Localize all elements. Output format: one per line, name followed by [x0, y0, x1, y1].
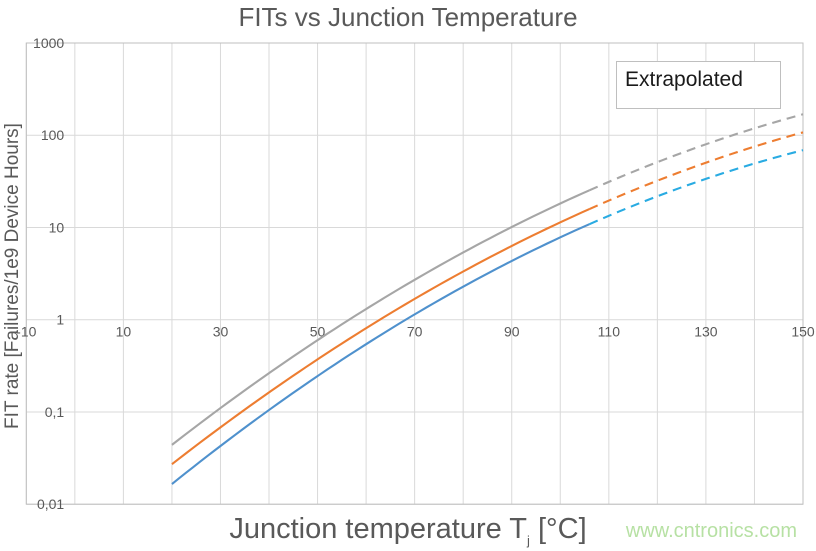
svg-text:1000: 1000 [33, 35, 64, 51]
svg-text:100: 100 [41, 127, 65, 143]
svg-text:110: 110 [598, 324, 621, 340]
svg-text:150: 150 [791, 324, 815, 340]
svg-text:1: 1 [56, 312, 64, 328]
svg-text:30: 30 [213, 324, 229, 340]
svg-text:10: 10 [116, 324, 132, 340]
svg-text:0,1: 0,1 [45, 404, 65, 420]
svg-text:90: 90 [504, 324, 520, 340]
svg-text:0,01: 0,01 [37, 496, 64, 512]
svg-text:130: 130 [694, 324, 718, 340]
svg-text:10: 10 [49, 219, 65, 235]
svg-text:70: 70 [407, 324, 423, 340]
